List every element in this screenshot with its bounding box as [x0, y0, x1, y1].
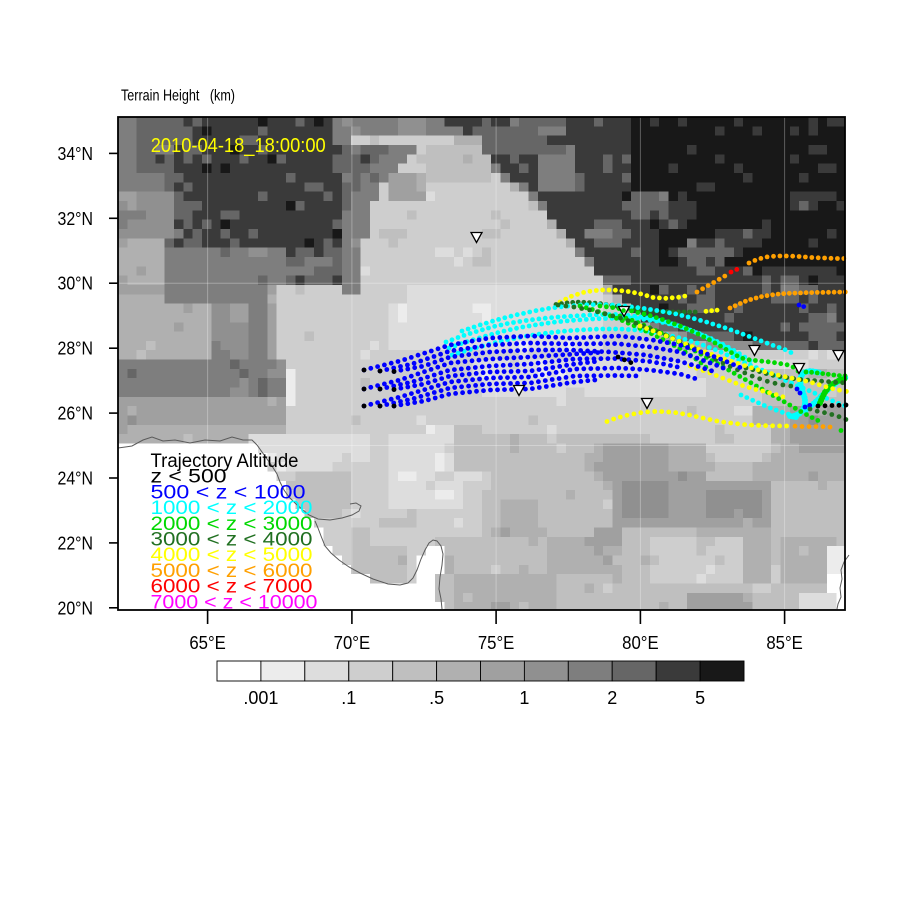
svg-text:65°E: 65°E [189, 633, 226, 653]
svg-text:26°N: 26°N [58, 404, 94, 424]
svg-text:2000 < z < 3000: 2000 < z < 3000 [151, 514, 313, 535]
svg-text:70°E: 70°E [334, 633, 371, 653]
svg-text:34°N: 34°N [58, 144, 94, 164]
svg-text:3000 < z < 4000: 3000 < z < 4000 [151, 530, 313, 551]
svg-text:6000 < z < 7000: 6000 < z < 7000 [151, 577, 313, 598]
svg-text:1000 < z < 2000: 1000 < z < 2000 [151, 498, 313, 519]
svg-text:4000 < z < 5000: 4000 < z < 5000 [151, 545, 313, 566]
svg-text:28°N: 28°N [58, 339, 94, 359]
svg-text:z < 500: z < 500 [151, 467, 227, 488]
svg-text:Terrain Height (km): Terrain Height (km) [121, 87, 235, 104]
svg-text:85°E: 85°E [766, 633, 803, 653]
svg-text:80°E: 80°E [622, 633, 659, 653]
svg-text:5000 < z < 6000: 5000 < z < 6000 [151, 561, 313, 582]
svg-text:.5: .5 [429, 688, 444, 708]
svg-text:1: 1 [519, 688, 529, 708]
svg-text:30°N: 30°N [58, 274, 94, 294]
svg-text:.1: .1 [341, 688, 356, 708]
svg-text:5: 5 [695, 688, 705, 708]
svg-text:32°N: 32°N [58, 209, 94, 229]
svg-text:Trajectory Altitude: Trajectory Altitude [151, 451, 299, 472]
svg-text:2: 2 [607, 688, 617, 708]
svg-text:24°N: 24°N [58, 469, 94, 489]
svg-text:2010-04-18_18:00:00: 2010-04-18_18:00:00 [151, 135, 326, 157]
svg-text:7000 < z < 10000: 7000 < z < 10000 [151, 592, 318, 613]
svg-text:22°N: 22°N [58, 533, 94, 553]
svg-text:.001: .001 [243, 688, 278, 708]
svg-text:500 < z < 1000: 500 < z < 1000 [151, 482, 306, 503]
svg-text:75°E: 75°E [478, 633, 515, 653]
svg-text:20°N: 20°N [58, 598, 94, 618]
